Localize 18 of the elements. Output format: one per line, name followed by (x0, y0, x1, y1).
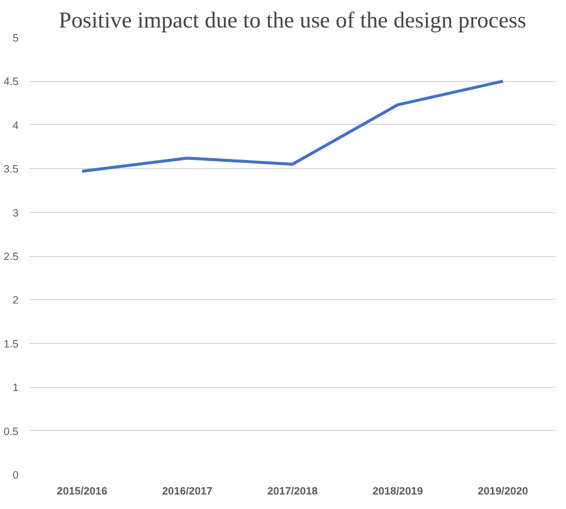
y-tick-label: 3.5 (4, 164, 19, 176)
chart-title: Positive impact due to the use of the design process (58, 8, 526, 32)
x-tick-label: 2015/2016 (56, 486, 108, 498)
y-tick-label: 3 (12, 207, 19, 220)
x-tick-label: 2018/2019 (372, 486, 423, 498)
y-tick-label: 2.5 (4, 251, 19, 263)
y-tick-label: 1.5 (4, 338, 19, 350)
x-tick-label: 2016/2017 (162, 486, 213, 498)
x-tick-label: 2019/2020 (478, 486, 528, 498)
y-tick-label: 2 (12, 294, 19, 307)
y-tick-label: 0.5 (4, 426, 19, 438)
y-tick-label: 4 (12, 120, 19, 132)
x-tick-label: 2017/2018 (267, 486, 318, 498)
y-tick-label: 0 (12, 470, 19, 482)
y-tick-label: 4.5 (4, 76, 19, 88)
y-tick-label: 1 (12, 382, 19, 394)
line-series (80, 80, 504, 173)
y-tick-label: 5 (12, 32, 19, 44)
